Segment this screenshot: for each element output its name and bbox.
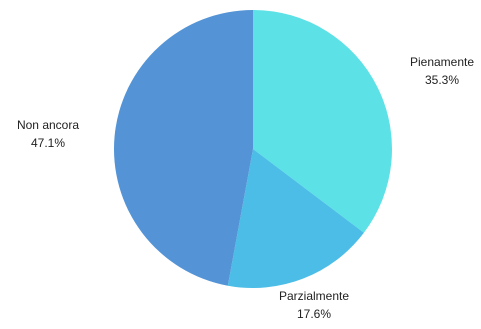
pie-slice-non-ancora: [113, 9, 253, 286]
slice-value-pienamente: 35.3%: [425, 73, 459, 87]
slice-label-pienamente: Pienamente: [410, 55, 474, 69]
pie-slice-parzialmente: [227, 149, 364, 289]
slice-label-non-ancora: Non ancora: [17, 118, 79, 132]
pie-slices: [113, 9, 392, 289]
pie-labels: Pienamente 35.3% Parzialmente 17.6% Non anco…: [17, 55, 474, 321]
slice-value-parzialmente: 17.6%: [297, 307, 331, 321]
pie-slice-pienamente: [253, 10, 392, 233]
slice-label-parzialmente: Parzialmente: [279, 289, 349, 303]
slice-value-non-ancora: 47.1%: [31, 136, 65, 150]
